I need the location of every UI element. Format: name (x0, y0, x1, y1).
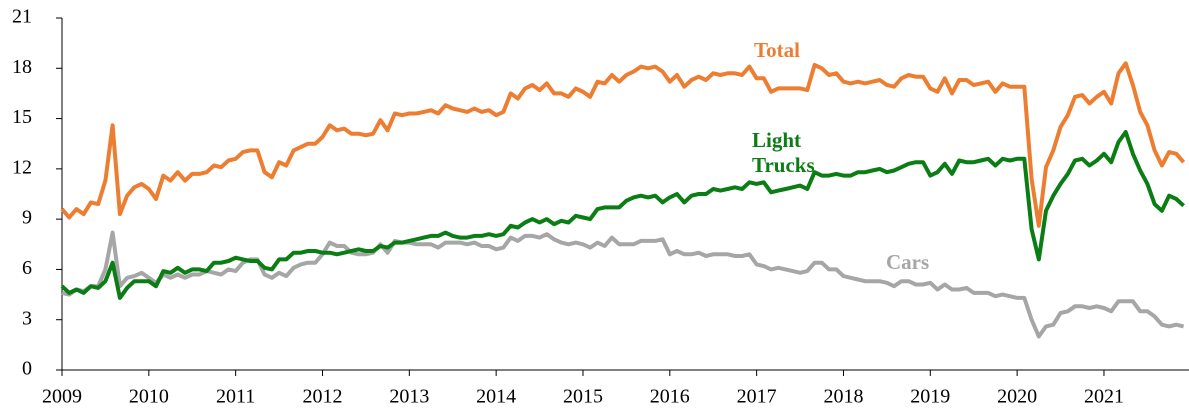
y-tick-label: 21 (12, 6, 32, 28)
y-tick-label: 15 (12, 106, 32, 128)
y-tick-label: 12 (12, 156, 32, 178)
x-tick-label: 2013 (389, 386, 429, 408)
x-tick-label: 2020 (997, 386, 1037, 408)
series-label: Total (754, 38, 800, 62)
series-line (60, 61, 1186, 228)
y-tick-label: 18 (12, 56, 32, 78)
series-line (60, 130, 1185, 300)
y-tick-label: 9 (22, 207, 32, 229)
x-tick-label: 2017 (737, 386, 777, 408)
x-tick-label: 2014 (476, 386, 516, 408)
x-tick-label: 2019 (910, 386, 950, 408)
series-label: Cars (886, 250, 930, 274)
x-tick-label: 2021 (1084, 386, 1124, 408)
y-tick-label: 6 (22, 257, 32, 279)
series-label: Light Trucks (752, 128, 815, 177)
x-tick-label: 2018 (823, 386, 863, 408)
x-tick-label: 2009 (42, 386, 82, 408)
x-tick-label: 2010 (129, 386, 169, 408)
x-tick-label: 2011 (216, 386, 255, 408)
series-line (61, 230, 1185, 339)
x-tick-label: 2012 (302, 386, 342, 408)
y-tick-label: 3 (22, 307, 32, 329)
x-tick-label: 2016 (650, 386, 690, 408)
y-tick-label: 0 (22, 358, 32, 380)
x-tick-label: 2015 (563, 386, 603, 408)
